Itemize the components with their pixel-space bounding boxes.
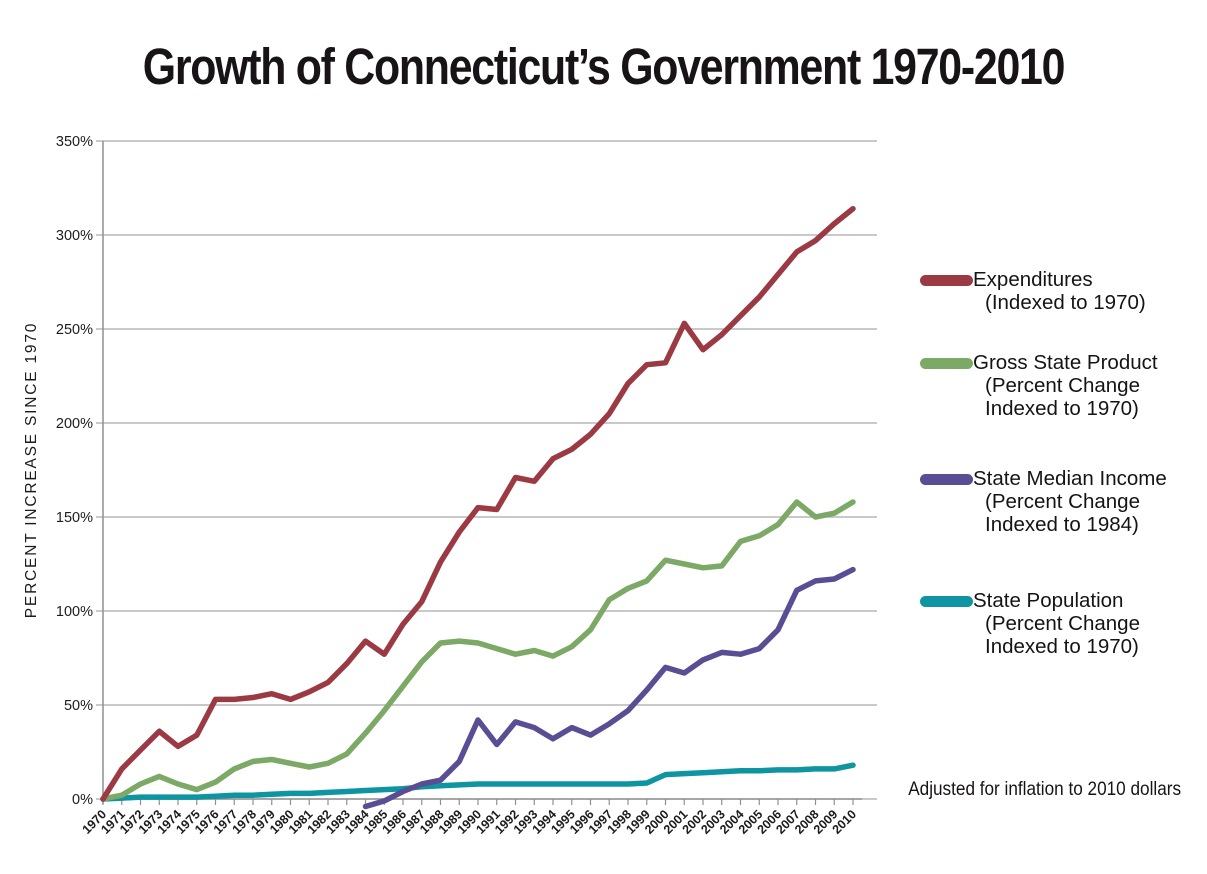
y-tick-label: 150% <box>56 510 93 526</box>
y-tick-label: 50% <box>64 698 93 714</box>
y-tick-label: 350% <box>56 134 93 150</box>
legend-swatch-gross-state-product <box>920 358 973 369</box>
legend-label-gross-state-product: Gross State Product (Percent Change Indexe… <box>973 351 1158 420</box>
legend-swatch-state-population <box>920 596 973 607</box>
series-line-state-median-income <box>362 566 856 810</box>
legend-item-state-median-income: State Median Income (Percent Change Indexe… <box>920 467 1205 536</box>
y-tick-label: 200% <box>56 416 93 432</box>
legend-swatch-expenditures <box>920 275 973 286</box>
chart-title: Growth of Connecticut’s Government 1970-… <box>142 38 1066 95</box>
series-line-state-population <box>100 762 856 802</box>
y-axis-title: PERCENT INCREASE SINCE 1970 <box>23 322 40 618</box>
legend-label-line: (Percent Change <box>985 374 1140 397</box>
legend-label-state-population: State Population (Percent Change Indexed t… <box>973 589 1140 658</box>
y-tick-label: 250% <box>56 322 93 338</box>
legend-label-state-median-income: State Median Income (Percent Change Indexe… <box>973 467 1167 536</box>
legend-label-line: State Median Income <box>973 467 1167 490</box>
y-tick-label: 300% <box>56 228 93 244</box>
chart-title-wrap: Growth of Connecticut’s Government 1970-… <box>0 36 1207 98</box>
legend-label-line: Gross State Product <box>973 351 1158 374</box>
legend-label-line: Indexed to 1984) <box>985 513 1139 536</box>
legend-label-line: (Percent Change <box>985 490 1140 513</box>
legend-label-line: Expenditures <box>973 268 1093 291</box>
footnote: Adjusted for inflation to 2010 dollars <box>908 778 1181 800</box>
legend-label-line: Indexed to 1970) <box>985 635 1139 658</box>
legend-swatch-state-median-income <box>920 474 973 485</box>
legend-label-line: Indexed to 1970) <box>985 397 1139 420</box>
chart-legend: Expenditures (Indexed to 1970) Gross State… <box>920 268 1205 658</box>
legend-item-state-population: State Population (Percent Change Indexed t… <box>920 589 1205 658</box>
series-line-gross-state-product <box>100 499 856 802</box>
legend-item-expenditures: Expenditures (Indexed to 1970) <box>920 268 1205 314</box>
y-tick-label: 100% <box>56 604 93 620</box>
legend-label-line: State Population <box>973 589 1124 612</box>
legend-label-line: (Percent Change <box>985 612 1140 635</box>
legend-label-expenditures: Expenditures (Indexed to 1970) <box>973 268 1146 314</box>
legend-label-line: (Indexed to 1970) <box>985 291 1146 314</box>
series-line-expenditures <box>100 205 856 802</box>
footnote-wrap: Adjusted for inflation to 2010 dollars <box>871 778 1181 801</box>
y-tick-label: 0% <box>72 792 93 808</box>
legend-item-gross-state-product: Gross State Product (Percent Change Indexe… <box>920 351 1205 420</box>
